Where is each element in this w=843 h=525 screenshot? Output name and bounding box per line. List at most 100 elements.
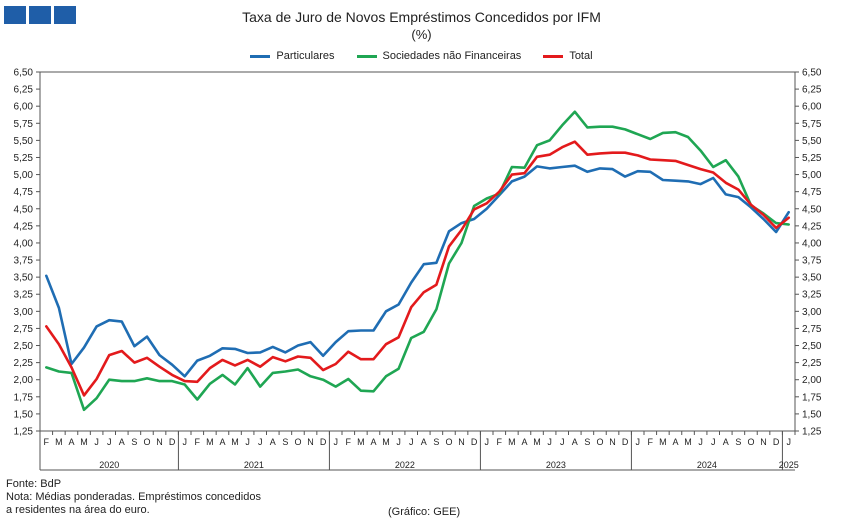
x-month-label: A: [723, 437, 729, 447]
y-tick-label-right: 2,25: [802, 358, 822, 369]
x-month-label: A: [219, 437, 225, 447]
x-month-label: M: [206, 437, 214, 447]
x-month-label: J: [698, 437, 703, 447]
x-month-label: O: [596, 437, 603, 447]
x-month-label: J: [258, 437, 263, 447]
legend-label-total: Total: [569, 50, 593, 62]
y-tick-label-left: 4,50: [14, 204, 34, 215]
x-month-label: S: [735, 437, 741, 447]
legend-item-particulares: Particulares: [250, 50, 335, 62]
x-month-label: D: [471, 437, 478, 447]
y-tick-label-right: 2,00: [802, 375, 822, 386]
x-month-label: A: [68, 437, 74, 447]
year-label: 2022: [395, 460, 415, 470]
x-month-label: S: [433, 437, 439, 447]
x-month-label: J: [396, 437, 401, 447]
x-month-label: F: [346, 437, 352, 447]
y-tick-label-right: 1,50: [802, 409, 822, 420]
legend-label-sociedades: Sociedades não Financeiras: [382, 50, 522, 62]
y-tick-label-left: 1,25: [14, 427, 34, 438]
x-month-label: F: [497, 437, 503, 447]
x-month-label: S: [282, 437, 288, 447]
x-month-label: N: [760, 437, 767, 447]
y-tick-label-right: 3,00: [802, 307, 822, 318]
y-tick-label-left: 5,75: [14, 119, 34, 130]
footer-credit: (Gráfico: GEE): [388, 506, 461, 518]
y-tick-label-left: 6,50: [14, 68, 34, 79]
y-tick-label-right: 6,00: [802, 102, 822, 113]
x-month-label: A: [119, 437, 125, 447]
y-tick-label-left: 2,00: [14, 375, 34, 386]
y-tick-label-left: 1,50: [14, 409, 34, 420]
footer-source: Fonte: BdP: [6, 478, 62, 490]
y-tick-label-right: 5,00: [802, 170, 822, 181]
y-tick-label-left: 5,50: [14, 136, 34, 147]
logo: [4, 6, 76, 24]
x-month-label: S: [584, 437, 590, 447]
footer-note-line1: Nota: Médias ponderadas. Empréstimos con…: [6, 491, 261, 503]
x-month-label: A: [421, 437, 427, 447]
x-month-label: J: [560, 437, 565, 447]
year-label: 2021: [244, 460, 264, 470]
y-tick-label-left: 1,75: [14, 392, 34, 403]
x-month-label: M: [357, 437, 365, 447]
plot-frame: [39, 71, 796, 432]
year-label: 2025: [779, 460, 799, 470]
x-month-label: A: [270, 437, 276, 447]
y-tick-label-right: 6,25: [802, 85, 822, 96]
x-month-label: S: [131, 437, 137, 447]
legend-swatch-particulares: [250, 54, 271, 58]
y-tick-label-right: 3,25: [802, 290, 822, 301]
x-month-label: A: [370, 437, 376, 447]
y-tick-label-right: 3,50: [802, 273, 822, 284]
y-tick-label-left: 5,00: [14, 170, 34, 181]
y-tick-label-left: 2,75: [14, 324, 34, 335]
x-month-label: O: [747, 437, 754, 447]
x-month-label: J: [786, 437, 791, 447]
x-month-label: J: [245, 437, 250, 447]
y-tick-label-right: 6,50: [802, 68, 822, 79]
x-month-label: J: [484, 437, 489, 447]
y-tick-label-right: 5,25: [802, 153, 822, 164]
series-line-2: [44, 140, 791, 397]
x-month-label: D: [622, 437, 629, 447]
y-tick-label-left: 4,75: [14, 187, 34, 198]
y-tick-label-left: 4,25: [14, 221, 34, 232]
y-tick-label-right: 4,50: [802, 204, 822, 215]
x-month-label: A: [672, 437, 678, 447]
x-month-label: A: [572, 437, 578, 447]
y-tick-label-right: 4,00: [802, 238, 822, 249]
x-month-label: M: [382, 437, 390, 447]
x-month-label: M: [659, 437, 667, 447]
x-month-label: M: [508, 437, 516, 447]
y-tick-label-right: 1,25: [802, 427, 822, 438]
x-month-label: F: [195, 437, 201, 447]
x-month-label: M: [533, 437, 541, 447]
series-line-1: [44, 110, 791, 412]
x-month-label: J: [182, 437, 187, 447]
y-tick-label-right: 2,50: [802, 341, 822, 352]
x-month-label: J: [107, 437, 112, 447]
legend-swatch-sociedades: [356, 54, 377, 58]
x-month-label: D: [773, 437, 780, 447]
y-tick-label-right: 1,75: [802, 392, 822, 403]
year-label: 2023: [546, 460, 566, 470]
y-tick-label-left: 6,00: [14, 102, 34, 113]
y-tick-label-left: 3,50: [14, 273, 34, 284]
legend-item-sociedades: Sociedades não Financeiras: [356, 50, 522, 62]
x-month-label: M: [231, 437, 239, 447]
x-month-label: F: [648, 437, 654, 447]
legend-label-particulares: Particulares: [276, 50, 335, 62]
y-tick-label-left: 6,25: [14, 85, 34, 96]
x-month-label: J: [409, 437, 414, 447]
series-line-0: [44, 164, 791, 378]
chart-subtitle: (%): [411, 27, 432, 42]
y-tick-label-left: 3,00: [14, 307, 34, 318]
x-month-label: N: [156, 437, 163, 447]
x-month-label: F: [44, 437, 50, 447]
y-tick-label-right: 5,75: [802, 119, 822, 130]
y-tick-label-right: 3,75: [802, 256, 822, 267]
y-tick-label-right: 4,25: [802, 221, 822, 232]
x-month-label: D: [320, 437, 327, 447]
x-month-label: N: [458, 437, 465, 447]
